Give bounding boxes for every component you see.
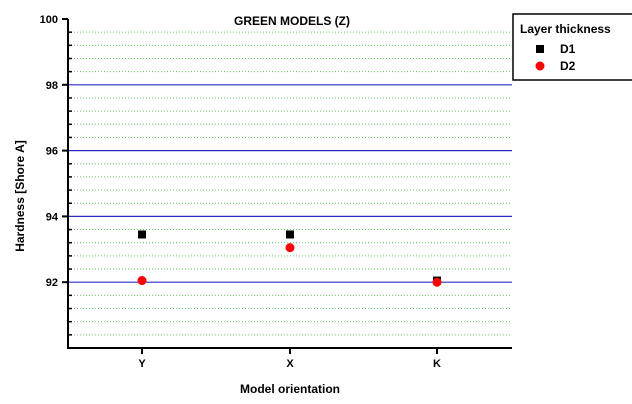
point-d1-x: [286, 230, 294, 239]
legend-box: [512, 13, 632, 81]
legend-label-d2: D2: [560, 59, 576, 73]
y-tick-label: 100: [40, 14, 58, 26]
x-tick-label: K: [433, 358, 441, 370]
marks-layer: [137, 230, 442, 287]
point-d2-y: [137, 276, 147, 286]
x-axis-label: Model orientation: [240, 382, 340, 396]
axis-layer: [67, 19, 512, 349]
point-d2-x: [285, 243, 295, 253]
y-tick-label: 98: [46, 80, 58, 92]
y-tick-label: 92: [46, 277, 58, 289]
grid-layer: [68, 31, 512, 336]
point-d2-k: [432, 277, 442, 287]
y-axis-label: Hardness [Shore A]: [13, 140, 27, 252]
legend-marker-d2: [535, 61, 545, 71]
legend-marker-d1: [536, 45, 544, 53]
y-tick-label: 96: [46, 146, 58, 158]
point-d1-y: [138, 230, 146, 239]
y-tick-label: 94: [46, 211, 59, 223]
chart-title: GREEN MODELS (Z): [234, 14, 350, 28]
legend-label-d1: D1: [560, 42, 576, 56]
x-tick-label: X: [286, 358, 294, 370]
tick-layer: 92 94 96 98 100 Y X K: [40, 14, 441, 370]
legend-title: Layer thickness: [520, 22, 611, 36]
x-tick-label: Y: [138, 358, 146, 370]
